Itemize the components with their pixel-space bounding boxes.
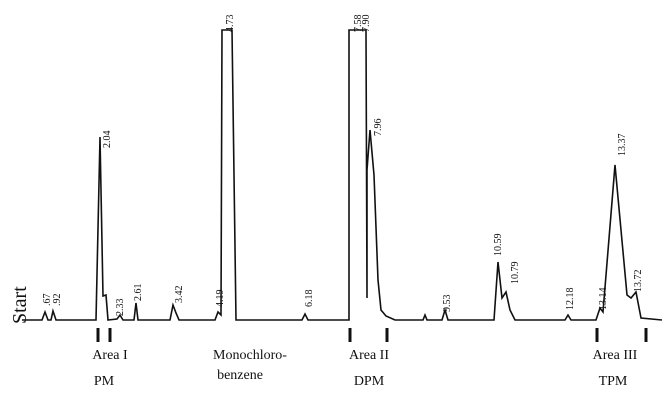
compound-label: DPM	[354, 374, 385, 389]
peak-label: 10.59	[493, 234, 504, 257]
compound-label: TPM	[599, 374, 628, 389]
peak-label: 4.19	[215, 290, 226, 308]
compound-label: PM	[94, 374, 115, 389]
solvent-label: benzene	[217, 368, 263, 383]
peak-label: 10.79	[510, 262, 521, 285]
solvent-label: Monochloro-	[213, 348, 287, 363]
peak-label: .92	[52, 294, 63, 307]
peak-label: 7.90	[361, 15, 372, 33]
region-label: Area II	[349, 348, 389, 363]
peak-label: .67	[42, 294, 53, 307]
start-label: Start	[9, 286, 31, 324]
peak-label: 9.53	[442, 295, 453, 313]
peak-label: 2.33	[115, 299, 126, 317]
region-label: Area I	[92, 348, 128, 363]
peak-label: 12.18	[565, 288, 576, 311]
peak-label: 2.04	[102, 131, 113, 149]
area-markers	[96, 328, 648, 342]
region-label: Area III	[593, 348, 638, 363]
trace	[22, 29, 662, 321]
peak-label: 6.18	[304, 290, 315, 308]
peak-label: 4.73	[225, 15, 236, 33]
peak-label: 13.37	[617, 134, 628, 157]
peak-label: 13.14	[598, 288, 609, 311]
peak-label: 7.58	[353, 15, 364, 33]
peak-label: 2.61	[133, 284, 144, 302]
peak-label: 7.96	[373, 119, 384, 137]
peak-label: 13.72	[633, 270, 644, 293]
peak-label: 3.42	[174, 286, 185, 304]
